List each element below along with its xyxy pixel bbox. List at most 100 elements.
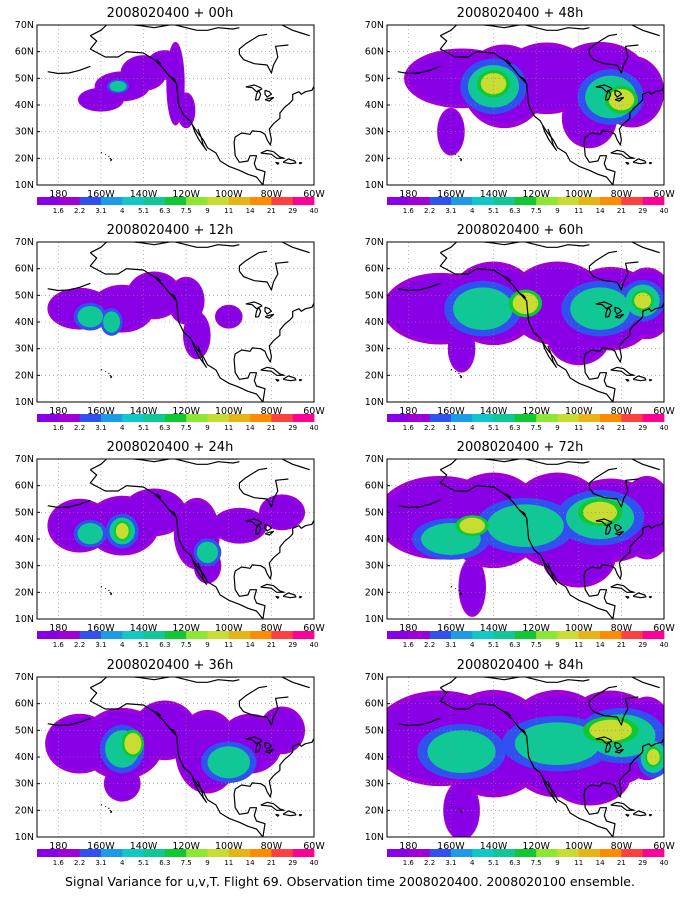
colorbar-swatch [429, 414, 452, 422]
colorbar-label: 14 [596, 641, 605, 649]
coastline [168, 509, 177, 516]
map-canvas: 70N 60N 50N 40N 30N 20N 10N 180 160W 140W 120W 100W… [15, 20, 326, 215]
coastline [440, 242, 520, 254]
colorbar-swatch [37, 197, 59, 205]
coastline [505, 276, 512, 282]
coastline [282, 592, 297, 599]
coastline [631, 25, 660, 37]
colorbar-label: 40 [660, 641, 669, 649]
coastline [440, 677, 520, 689]
plume-base [124, 491, 185, 534]
colorbar-label: 29 [638, 424, 647, 432]
colorbar-swatch [100, 849, 123, 857]
lon-tick-label: 60W [653, 623, 675, 634]
coastline [588, 478, 639, 508]
coastline [191, 558, 207, 585]
colorbar-swatch [387, 197, 409, 205]
colorbar-swatch [642, 414, 665, 422]
coastline [233, 520, 314, 619]
coastline [631, 677, 660, 689]
lon-tick-label: 180 [49, 623, 67, 634]
colorbar-label: 4 [120, 859, 125, 867]
colorbar-swatch [271, 414, 294, 422]
lon-tick-label: 120W [172, 189, 200, 200]
coastline [245, 84, 263, 93]
coastline [109, 591, 113, 596]
colorbar-swatch [79, 631, 102, 639]
colorbar-swatch [621, 197, 644, 205]
colorbar-swatch [408, 197, 431, 205]
coastline [191, 124, 207, 151]
map-panel: 2008020400 + 00h 70N 60N 50N 40N 30N 20N 10N 180… [0, 0, 340, 222]
coastline [614, 523, 622, 532]
coastline [233, 86, 314, 185]
colorbar-label: 3.1 [445, 859, 456, 867]
colorbar-swatch [536, 414, 558, 422]
coastline [397, 65, 441, 75]
lon-tick-label: 100W [215, 841, 243, 852]
map-canvas: 70N 60N 50N 40N 30N 20N 10N 180 160W 140W 120W 100W… [15, 672, 326, 867]
colorbar-swatch [536, 197, 558, 205]
lon-tick-label: 60W [653, 189, 675, 200]
lat-tick-label: 60N [15, 264, 34, 275]
coastline [281, 25, 310, 37]
lat-tick-label: 20N [15, 805, 34, 816]
colorbar-swatch [37, 849, 59, 857]
lat-tick-label: 70N [365, 454, 384, 465]
colorbar-swatch [557, 197, 580, 205]
colorbar-label: 11 [224, 859, 233, 867]
coastline [541, 124, 557, 151]
colorbar-swatch [207, 414, 230, 422]
colorbar-swatch [228, 414, 251, 422]
colorbar-swatch [292, 849, 315, 857]
coastline [632, 810, 647, 817]
lon-tick-label: 180 [399, 841, 417, 852]
coastline [632, 158, 647, 165]
coastline [440, 459, 520, 471]
coastline [648, 814, 653, 817]
colorbar-swatch [143, 849, 166, 857]
coastline [254, 523, 262, 535]
coastline [588, 696, 639, 726]
plume-level-core [196, 541, 219, 563]
plume-base [213, 509, 265, 542]
lat-tick-label: 60N [365, 699, 384, 710]
colorbar-swatch [143, 414, 166, 422]
lat-tick-label: 30N [15, 127, 34, 138]
coastline [155, 493, 162, 499]
coastline [583, 520, 664, 619]
lon-tick-label: 80W [261, 406, 283, 417]
plume-base [215, 306, 242, 328]
colorbar-swatch [271, 631, 294, 639]
lat-tick-label: 40N [365, 752, 384, 763]
coastline [90, 459, 170, 471]
coastline [588, 685, 618, 707]
coastline [648, 379, 653, 382]
plume-level-core [115, 523, 129, 539]
coastline [47, 65, 91, 75]
coastline [155, 711, 162, 717]
lon-tick-label: 120W [522, 841, 550, 852]
plume-base [260, 496, 304, 529]
lon-tick-label: 180 [399, 623, 417, 634]
colorbar-swatch [429, 631, 452, 639]
coastline [648, 596, 653, 599]
coastline [238, 696, 289, 726]
colorbar-label: 3.1 [445, 207, 456, 215]
lat-tick-label: 50N [365, 507, 384, 518]
colorbar-swatch [642, 197, 665, 205]
coastline [260, 801, 285, 811]
coastline [89, 469, 264, 619]
coastline [175, 677, 240, 683]
coastline [191, 776, 207, 803]
colorbar-label: 9 [555, 859, 559, 867]
coastline [614, 313, 625, 319]
colorbar-swatch [450, 631, 473, 639]
colorbar-swatch [186, 414, 208, 422]
coastline [298, 379, 303, 382]
colorbar-label: 6.3 [509, 207, 520, 215]
coastline [541, 341, 557, 368]
colorbar-label: 5.1 [488, 424, 499, 432]
lon-tick-label: 60W [653, 406, 675, 417]
coastline [90, 677, 170, 689]
